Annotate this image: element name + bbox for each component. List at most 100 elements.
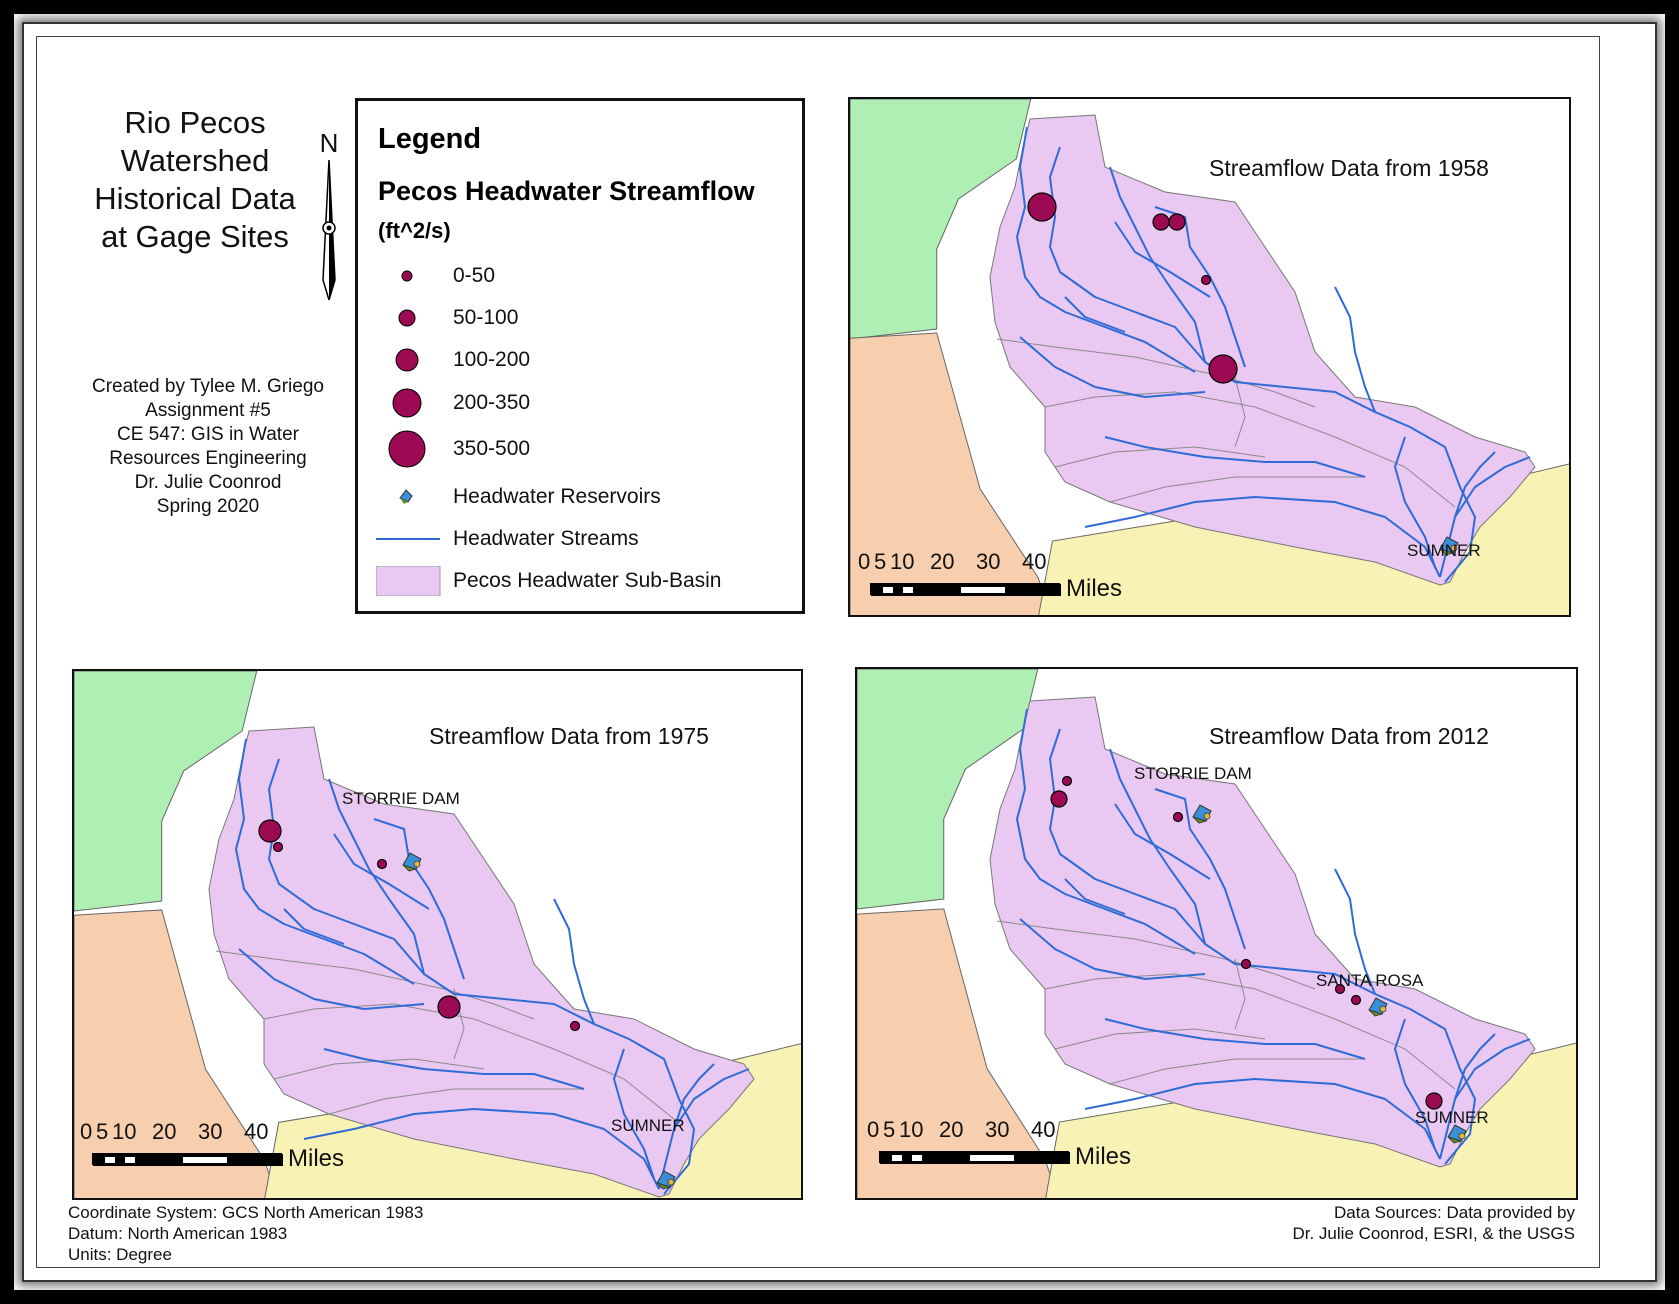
credits-block: Created by Tylee M. Griego Assignment #5… (68, 375, 348, 519)
reservoir-icon (1439, 536, 1459, 556)
place-label-santa-rosa: SANTA ROSA (1316, 971, 1424, 990)
sub-basin-area (989, 696, 1536, 1168)
subbasin-swatch-icon (376, 566, 441, 596)
stream-line (303, 1108, 660, 1190)
stream-line (1114, 221, 1211, 298)
stream-line (1016, 126, 1196, 373)
stream-line (1439, 1038, 1531, 1160)
sub-basin-boundary (1234, 958, 1246, 1030)
credit-line: CE 547: GIS in Water (117, 424, 299, 445)
legend-class-label: 0-50 (453, 264, 496, 287)
stream-line (1109, 748, 1476, 1165)
stream-line (373, 818, 465, 980)
scale-bar-graphic (92, 1153, 283, 1166)
legend-unit: (ft^2/s) (378, 218, 451, 243)
gage-site-gage-c (1172, 811, 1184, 823)
legend: Legend Pecos Headwater Streamflow (ft^2/… (355, 98, 805, 614)
map-panel-1958: Streamflow Data from 1958 SUMNER 0 5 10 20 3… (848, 97, 1571, 617)
legend-subtitle: Pecos Headwater Streamflow (378, 176, 755, 206)
stream-line (1016, 708, 1196, 955)
legend-reservoirs-label: Headwater Reservoirs (453, 485, 661, 508)
basin-layer (208, 726, 755, 1198)
legend-class-3: 200-350 (358, 388, 798, 418)
gage-site-gage-b (1050, 790, 1068, 808)
map-panel-1975: Streamflow Data from 1975 STORRIE DAM SU… (72, 669, 803, 1200)
gage-site-gage-e (1208, 354, 1238, 384)
footer-line: Dr. Julie Coonrod, ESRI, & the USGS (1292, 1224, 1575, 1243)
map-canvas (74, 671, 801, 1198)
reservoir-icon (1368, 997, 1388, 1017)
north-arrow-icon: N (314, 128, 344, 303)
scale-bar-graphic (879, 1151, 1070, 1164)
place-label-storrie-dam: STORRIE DAM (342, 789, 460, 808)
legend-class-2: 100-200 (358, 345, 798, 375)
legend-class-label: 200-350 (453, 391, 531, 414)
gage-site-gage-c (1168, 213, 1186, 231)
scale-ticks: 0 5 10 20 30 40 (867, 1117, 1097, 1143)
panel-title: Streamflow Data from 2012 (1209, 723, 1489, 749)
basin-layer (989, 696, 1536, 1168)
reservoir-icon (1447, 1124, 1467, 1144)
stream-line (1394, 436, 1436, 568)
sub-basin-boundary (996, 338, 1316, 408)
sub-basin-boundary (215, 950, 535, 1020)
stream-line (1114, 803, 1211, 880)
legend-class-4: 350-500 (358, 430, 798, 468)
scale-ticks: 0 5 10 20 30 40 (80, 1119, 310, 1145)
title-line: Historical Data (94, 181, 296, 216)
map-title: Rio Pecos Watershed Historical Data at G… (80, 104, 310, 256)
footer-line: Units: Degree (68, 1245, 172, 1264)
scale-tick-label: 0 (80, 1119, 93, 1144)
title-line: Watershed (120, 143, 270, 178)
stream-line (283, 908, 345, 945)
footer-line: Coordinate System: GCS North American 19… (68, 1203, 424, 1222)
credit-line: Spring 2020 (156, 496, 260, 517)
credit-line: Resources Engineering (109, 448, 307, 469)
scale-tick-label: 10 (899, 1117, 924, 1142)
place-label-storrie-dam: STORRIE DAM (1134, 764, 1252, 783)
scale-tick-label: 10 (890, 549, 915, 574)
credit-line: Dr. Julie Coonrod (134, 472, 282, 493)
stream-line (1104, 436, 1366, 478)
stream-line (553, 898, 595, 1025)
stream-line (1454, 1033, 1496, 1100)
gage-site-gage-d (1240, 958, 1252, 970)
legend-class-label: 50-100 (453, 306, 519, 329)
legend-class-1: 50-100 (358, 303, 798, 333)
gage-site-gage-f (1350, 994, 1362, 1006)
scale-tick-label: 0 (858, 549, 871, 574)
north-label: N (320, 130, 339, 158)
region-north (74, 671, 258, 912)
stream-line (323, 1048, 585, 1090)
gage-site-gage-a (258, 819, 282, 843)
scale-unit-label: Miles (288, 1145, 345, 1172)
scale-unit-label: Miles (1066, 575, 1123, 602)
legend-streams: Headwater Streams (358, 524, 798, 554)
map-panel-2012: Streamflow Data from 2012 STORRIE DAM SA… (855, 667, 1578, 1200)
gage-site-gage-g (1425, 1092, 1443, 1110)
sub-basin-area (989, 114, 1536, 586)
reservoir-icon (1192, 804, 1212, 824)
stream-line (1049, 146, 1206, 363)
stream-line (1104, 1018, 1366, 1060)
stream-line (1019, 918, 1206, 980)
stream-line (328, 778, 695, 1195)
stream-line (1064, 296, 1126, 333)
gage-site-gage-a (1027, 192, 1057, 222)
scale-tick-label: 30 (198, 1119, 223, 1144)
stream-line (1334, 286, 1376, 413)
legend-reservoirs: Headwater Reservoirs (358, 482, 798, 512)
scale-tick-label: 20 (939, 1117, 964, 1142)
gage-site-gage-e (569, 1020, 581, 1032)
stream-line (333, 833, 430, 910)
scale-tick-label: 40 (1022, 549, 1047, 574)
legend-subbasin-label: Pecos Headwater Sub-Basin (453, 569, 722, 592)
stream-line (268, 758, 425, 975)
legend-class-0: 0-50 (358, 261, 798, 291)
stream-line (613, 1048, 655, 1180)
scale-tick-label: 20 (930, 549, 955, 574)
gage-site-gage-b (1152, 213, 1170, 231)
legend-title: Legend (378, 123, 482, 155)
gage-site-gage-b (272, 841, 284, 853)
scale-tick-label: 30 (985, 1117, 1010, 1142)
